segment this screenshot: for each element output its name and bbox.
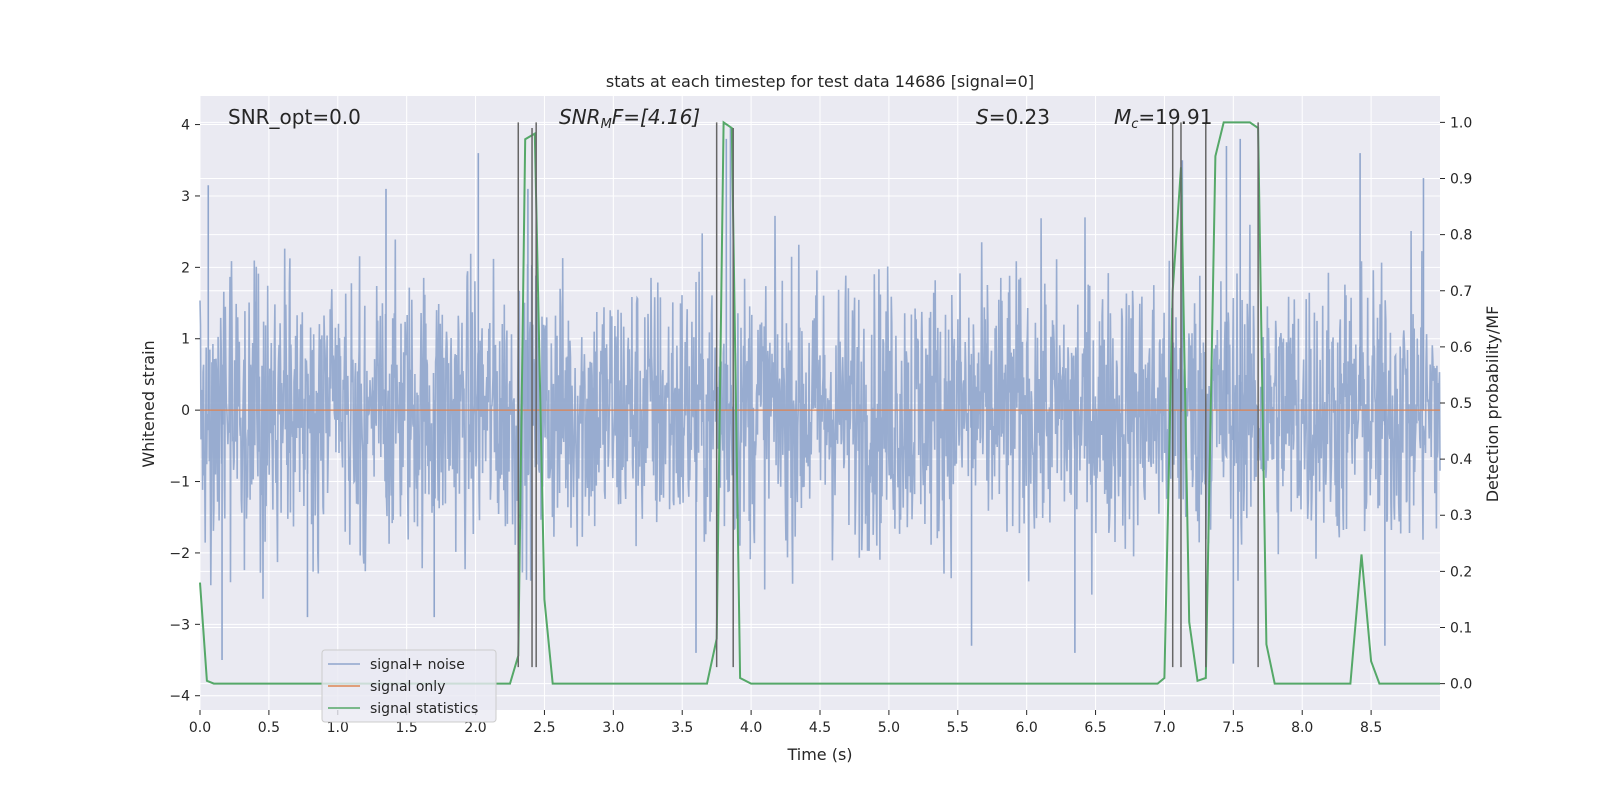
x-tick-label: 1.0 <box>327 720 349 736</box>
noise-trace <box>199 215 1441 599</box>
x-tick-label: 7.5 <box>1222 720 1244 736</box>
y-tick-label-right: 0.0 <box>1450 677 1472 693</box>
x-tick-label: 6.0 <box>1016 720 1038 736</box>
y-tick-label-left: −2 <box>169 546 190 562</box>
y-tick-label-left: −4 <box>169 689 190 705</box>
annotation-mc: Mc=19.91 <box>1114 105 1212 132</box>
x-tick-label: 1.5 <box>396 720 418 736</box>
x-tick-label: 3.5 <box>671 720 693 736</box>
mc-subscript: c <box>1131 117 1138 132</box>
x-tick-label: 4.5 <box>809 720 831 736</box>
x-tick-label: 5.5 <box>947 720 969 736</box>
y-tick-label-left: −3 <box>169 617 190 633</box>
y-tick-label-right: 0.5 <box>1450 396 1472 412</box>
annotation-snr-opt: SNR_opt=0.0 <box>228 105 361 129</box>
legend-label-signal-statistics: signal statistics <box>370 701 478 717</box>
y-tick-label-left: 1 <box>181 332 190 348</box>
snr-mf-symbol: SNR <box>559 105 601 129</box>
signal-statistics-series <box>199 120 1440 685</box>
y-axis-label-left: Whitened strain <box>139 340 158 467</box>
x-tick-label: 8.0 <box>1291 720 1313 736</box>
x-tick-label: 4.0 <box>740 720 762 736</box>
legend-box <box>321 649 497 723</box>
legend-label-signal-only: signal only <box>370 679 445 695</box>
annotation-s: S=0.23 <box>976 105 1050 129</box>
x-axis-label: Time (s) <box>786 745 852 764</box>
chart-title: stats at each timestep for test data 146… <box>606 72 1034 91</box>
annotation-snr-mf: SNRMF=[4.16] <box>559 105 700 132</box>
snr-mf-value: F=[4.16] <box>612 105 700 129</box>
signal-statistics-line <box>199 120 1440 685</box>
y-tick-label-right: 0.9 <box>1450 172 1472 188</box>
x-tick-label: 0.0 <box>189 720 211 736</box>
y-tick-label-right: 0.6 <box>1450 340 1472 356</box>
y-tick-label-right: 0.3 <box>1450 508 1472 524</box>
x-tick-label: 7.0 <box>1153 720 1175 736</box>
y-axis-label-right: Detection probability/MF <box>1483 306 1502 503</box>
y-tick-label-left: 3 <box>181 189 190 205</box>
legend: signal+ noise signal only signal statist… <box>321 649 497 723</box>
snr-mf-subscript: M <box>601 117 612 132</box>
y-tick-label-right: 0.4 <box>1450 452 1472 468</box>
x-tick-label: 0.5 <box>258 720 280 736</box>
y-tick-label-right: 0.1 <box>1450 620 1472 636</box>
tick-labels: 0.0 0.5 1.0 1.5 2.0 2.5 3.0 3.5 4.0 4.5 5.0 5.5 6.0 6… <box>169 115 1472 736</box>
vertical-markers <box>517 122 1259 668</box>
x-tick-label: 8.5 <box>1360 720 1382 736</box>
legend-label-signal-noise: signal+ noise <box>370 657 465 673</box>
x-tick-label: 2.0 <box>464 720 486 736</box>
y-tick-label-right: 1.0 <box>1450 115 1472 131</box>
y-tick-label-right: 0.8 <box>1450 228 1472 244</box>
y-tick-label-right: 0.2 <box>1450 564 1472 580</box>
mc-value: =19.91 <box>1138 105 1212 129</box>
x-tick-label: 2.5 <box>533 720 555 736</box>
y-tick-label-right: 0.7 <box>1450 284 1472 300</box>
signal-plus-noise-series <box>199 128 1441 664</box>
x-tick-label: 5.0 <box>878 720 900 736</box>
s-symbol: S <box>976 105 989 129</box>
y-tick-label-left: −1 <box>169 475 190 491</box>
mc-symbol: M <box>1114 105 1131 129</box>
y-tick-label-left: 2 <box>181 260 190 276</box>
x-tick-label: 6.5 <box>1084 720 1106 736</box>
y-tick-label-left: 4 <box>181 118 190 134</box>
s-value: =0.23 <box>989 105 1050 129</box>
y-tick-label-left: 0 <box>181 403 190 419</box>
x-tick-label: 3.0 <box>602 720 624 736</box>
